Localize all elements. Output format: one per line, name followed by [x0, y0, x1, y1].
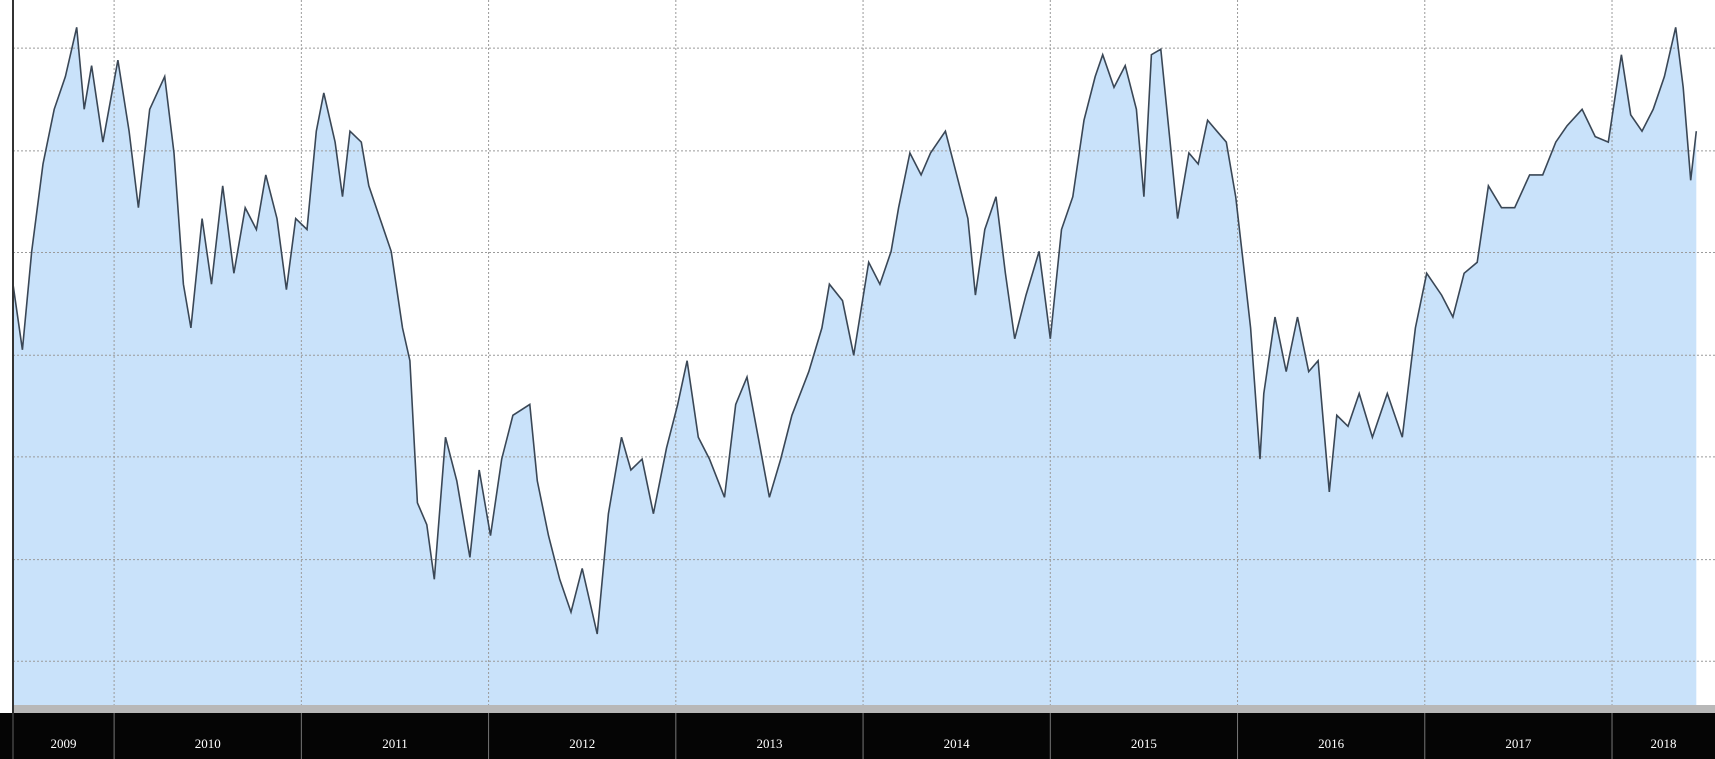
- x-tick-label: 2010: [195, 736, 221, 751]
- area-fill: [13, 27, 1697, 706]
- x-tick-label: 2009: [51, 736, 77, 751]
- x-tick-label: 2018: [1651, 736, 1677, 751]
- x-tick-label: 2011: [382, 736, 408, 751]
- x-tick-label: 2015: [1131, 736, 1157, 751]
- x-tick-label: 2017: [1505, 736, 1532, 751]
- x-tick-label: 2012: [569, 736, 595, 751]
- axis-separator: [13, 705, 1715, 713]
- x-tick-label: 2016: [1318, 736, 1345, 751]
- price-line: [12, 27, 1698, 635]
- x-tick-label: 2014: [944, 736, 971, 751]
- time-bar: [0, 713, 1715, 759]
- x-tick-label: 2013: [756, 736, 782, 751]
